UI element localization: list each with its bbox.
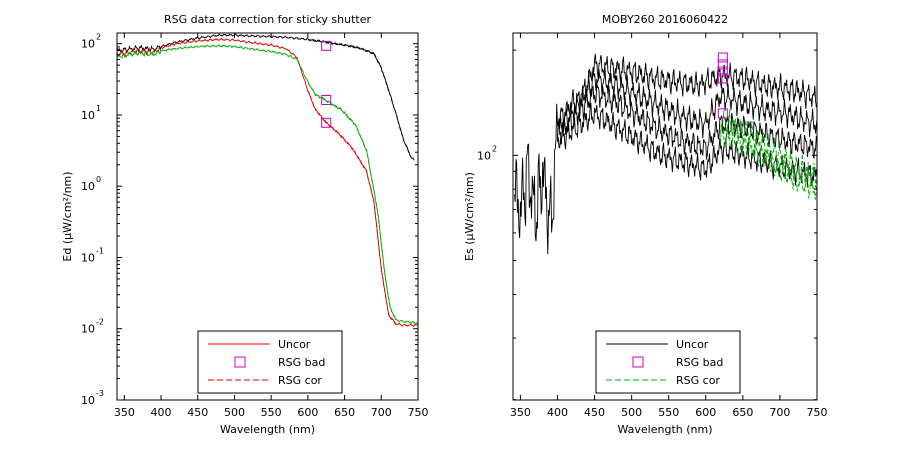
x-tick-label-3: 450: [584, 406, 605, 419]
legend-label-2: RSG bad: [676, 356, 723, 369]
y-tick-label-2: 10: [81, 109, 95, 122]
x-tick-label-5: 550: [261, 406, 282, 419]
x-tick-label-8: 700: [371, 406, 392, 419]
y-tick-label-3: 10: [81, 180, 95, 193]
x-tick-label-7: 650: [334, 406, 355, 419]
x-tick-label-9: 750: [408, 406, 429, 419]
series-line-6: [720, 124, 817, 200]
series-line-4: [307, 90, 397, 325]
legend-box: [197, 330, 343, 394]
x-tick-label-3: 450: [187, 406, 208, 419]
y-tick-exponent-1: 2: [96, 33, 101, 42]
chart-panel-1: 350 400 450 500 550 600 650 700 75010210110010-1…: [61, 13, 429, 436]
x-tick-label-7: 650: [732, 406, 753, 419]
series-line-2: [307, 38, 411, 157]
x-tick-label-6: 600: [297, 406, 318, 419]
y-tick-label-6: 10: [81, 394, 95, 407]
chart-panel-2: 350 400 450 500 550 600 650 700 750 102 MOBY260 20…: [463, 13, 828, 436]
x-tick-label-4: 500: [224, 406, 245, 419]
x-axis-label: Wavelength (nm): [617, 423, 712, 436]
axes-frame: [512, 32, 818, 401]
x-tick-label-6: 600: [695, 406, 716, 419]
legend-label-3: RSG cor: [278, 374, 322, 387]
series-line-3: [117, 37, 418, 328]
y-tick-label-4: 10: [81, 251, 95, 264]
x-axis-label: Wavelength (nm): [220, 423, 315, 436]
series-group-2: [514, 53, 817, 255]
legend-label-3: RSG cor: [676, 374, 720, 387]
rsg-bad-marker-3: [717, 66, 728, 77]
x-tick-label-9: 750: [807, 406, 828, 419]
y-tick-exponent-5: -2: [96, 318, 104, 327]
x-tick-label-1: 350: [510, 406, 531, 419]
axes-frame: [116, 32, 419, 401]
y-axis-label: Es (μW/cm²/nm): [463, 172, 476, 261]
y-axis-label: Ed (μW/cm²/nm): [61, 171, 74, 261]
y-tick-exponent-6: -3: [96, 389, 104, 398]
legend-label-2: RSG bad: [278, 356, 325, 369]
chart-title: MOBY260 2016060422: [602, 13, 728, 26]
y-tick-label-1: 10: [477, 149, 491, 162]
y-tick-exponent-4: -1: [96, 246, 104, 255]
series-line-1: [117, 33, 415, 161]
legend-marker-2: [234, 356, 246, 368]
legend-label-1: Uncor: [278, 338, 311, 351]
rsg-bad-marker-1: [717, 52, 728, 63]
series-line-5: [720, 109, 817, 188]
series-group-1: [117, 33, 418, 328]
x-tick-label-5: 550: [658, 406, 679, 419]
rsg-bad-marker-5: [717, 108, 728, 119]
series-line-4: [557, 102, 817, 188]
x-tick-label-4: 500: [621, 406, 642, 419]
y-tick-exponent-3: 0: [96, 175, 101, 184]
legend-label-1: Uncor: [676, 338, 709, 351]
y-tick-exponent-2: 1: [96, 104, 101, 113]
x-tick-label-8: 700: [769, 406, 790, 419]
rsg-bad-marker-2: [321, 94, 332, 105]
x-tick-label-2: 400: [547, 406, 568, 419]
legend: Uncor RSG bad RSG cor: [197, 330, 343, 394]
y-tick-label-5: 10: [81, 323, 95, 336]
rsg-bad-marker-2: [717, 59, 728, 70]
rsg-bad-marker-1: [321, 40, 332, 51]
rsg-bad-marker-3: [321, 117, 332, 128]
x-tick-label-1: 350: [114, 406, 135, 419]
series-line-2: [557, 66, 817, 141]
series-line-6: [307, 82, 397, 321]
legend: Uncor RSG bad RSG cor: [595, 330, 741, 394]
y-tick-label-1: 10: [81, 38, 95, 51]
x-tick-label-2: 400: [151, 406, 172, 419]
legend-box: [595, 330, 741, 394]
y-tick-exponent-1: 2: [492, 144, 497, 153]
chart-title: RSG data correction for sticky shutter: [164, 13, 372, 26]
legend-marker-2: [632, 356, 644, 368]
rsg-bad-marker-4: [717, 73, 728, 84]
